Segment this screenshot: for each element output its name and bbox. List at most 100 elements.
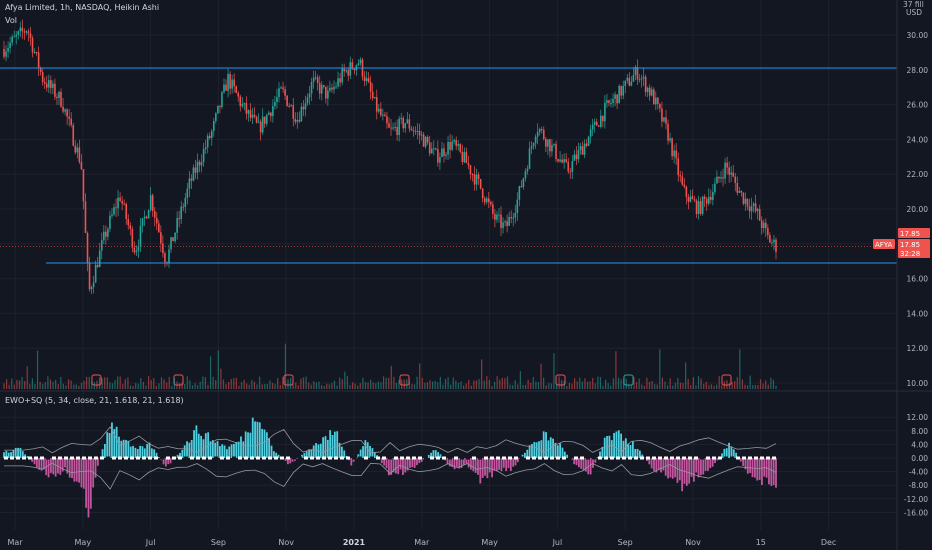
volume-bar [351,382,354,389]
candle-body [158,223,160,233]
squeeze-dot [10,456,14,460]
squeeze-dot [550,456,554,460]
squeeze-dot [118,456,122,460]
volume-bar [65,385,67,389]
ewo-bar [228,446,231,458]
candle-body [178,218,180,220]
candle-body [432,148,435,150]
volume-bar [442,384,444,389]
volume-bar [643,385,645,389]
candle-body [172,237,174,242]
candle-body [35,52,38,54]
volume-bar [537,382,540,389]
candle-body [208,135,211,139]
price-axis[interactable]: 30.0028.0026.0024.0022.0020.0018.0016.00… [907,31,929,388]
ewo-bar [143,448,146,458]
volume-bar [599,377,602,389]
ewo-bar [75,458,78,482]
candle-body [532,143,535,147]
squeeze-dot [472,456,476,460]
candle-body [359,59,362,64]
ewo-bar [613,432,615,458]
ewo-bar [434,450,437,458]
candle-body [41,71,44,83]
ewo-bar [256,421,259,458]
candle-body [762,222,765,229]
ewo-bar [761,458,763,485]
candle-body [70,118,73,125]
candle-body [327,90,329,99]
time-tick-label: Mar [7,538,23,547]
candle-body [33,52,36,54]
volume-bar [215,380,217,389]
candle-body [412,130,415,132]
candle-body [111,214,113,216]
chart-title[interactable]: Afya Limited, 1h, NASDAQ, Heikin Ashi [5,3,160,12]
candle-body [184,197,187,207]
ewo-bar [134,447,137,458]
volume-bar [726,380,728,389]
candle-body [255,116,258,123]
ewo-bar [420,458,423,462]
last-price-badges: 17.85 AFYA 17.85 32:28 [873,228,930,258]
ewo-bar [193,430,195,458]
volume-bar [517,384,519,389]
candle-body [316,77,319,84]
squeeze-dot [370,456,374,460]
candle-body [697,201,700,214]
ewo-bar [19,447,22,458]
candle-body [732,172,735,177]
ewo-bar [545,432,547,458]
squeeze-dot [532,456,536,460]
time-axis[interactable]: Mar May Jul Sep Nov 2021 Mar May Jul Sep Nov 15 Dec [7,538,836,547]
candle-body [461,151,464,163]
ewo-bar [165,458,167,467]
ewo-bar [157,457,160,458]
ewo-bar [113,429,116,458]
squeeze-dot [754,456,758,460]
ewo-bar [650,458,653,469]
volume-bar [561,379,563,389]
squeeze-dot [52,456,56,460]
candle-body [422,134,425,147]
ewo-bar [768,458,770,485]
candle-body [561,159,563,163]
horizontal-lines[interactable] [0,67,897,264]
heikin-ashi-candles[interactable] [3,19,777,295]
ewo-bar [380,458,383,464]
candle-body [408,119,411,129]
volume-bar [617,377,620,389]
squeeze-dot [700,456,704,460]
indicator-label[interactable]: EWO+SQ (5, 34, close, 21, 1.618, 21, 1.6… [5,396,184,405]
volume-bar [36,350,39,389]
candle-body [60,91,62,107]
ewo-bar [749,458,752,473]
ewo-bar [455,458,458,467]
volume-bar [672,385,674,389]
volume-label[interactable]: Vol [5,16,17,25]
time-tick-label: Sep [211,538,226,547]
ewo-bar [233,443,235,458]
ewo-bar [129,446,132,458]
ewo-bar [3,452,5,458]
candle-body [565,159,567,162]
candle-body [164,253,166,263]
indicator-axis[interactable]: 12.00 8.00 4.00 0.00 -4.00 -8.00 -12.00 -16.00 [904,413,928,517]
volume-bar [225,383,227,389]
volume-bar [452,377,454,389]
ewo-bar [94,458,97,478]
squeeze-dot [616,456,620,460]
squeeze-dots [4,456,776,460]
ewo-bar [533,442,536,458]
volume-bar [359,383,361,389]
time-tick-label: Nov [278,538,294,547]
volume-bar [42,383,44,389]
ewo-bar [24,454,27,458]
candle-body [39,67,42,72]
price-tick-label: 12.00 [907,344,929,353]
squeeze-dot [736,456,740,460]
volume-bar [91,381,93,389]
candle-body [74,145,77,153]
ewo-bar [188,442,191,458]
